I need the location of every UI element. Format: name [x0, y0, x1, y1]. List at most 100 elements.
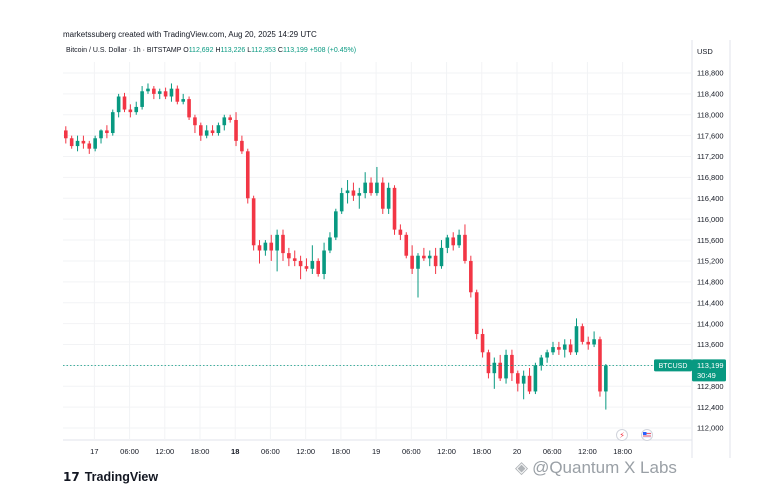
candle-body — [351, 190, 356, 196]
chart-attribution: marketssuberg created with TradingView.c… — [63, 30, 317, 39]
candle-body — [128, 109, 133, 113]
y-tick-label: 115,200 — [697, 257, 724, 266]
y-tick-label: 114,400 — [697, 298, 724, 307]
y-tick-label: 118,000 — [697, 110, 724, 119]
candle-body — [386, 187, 391, 209]
y-tick-label: 118,800 — [697, 69, 724, 78]
y-tick-label: 112,400 — [697, 403, 724, 412]
us-flag-canton — [643, 432, 647, 435]
symbol-tag — [654, 359, 692, 372]
candle-body — [110, 112, 115, 134]
candle-body — [592, 339, 596, 345]
candle-body — [527, 375, 532, 392]
candle-body — [398, 229, 403, 235]
candle-body — [140, 91, 144, 107]
lightning-event-glyph: ⚡ — [619, 431, 625, 440]
candle-body — [210, 130, 215, 134]
candle-body — [574, 326, 579, 353]
candle-body — [498, 362, 502, 379]
candle-body — [169, 88, 174, 97]
price-tag-countdown: 30:49 — [697, 371, 716, 380]
low-value: 112,353 — [251, 47, 276, 54]
candle-body — [75, 140, 80, 147]
y-tick-label: 116,400 — [697, 194, 724, 203]
high-value: 113,226 — [220, 47, 246, 54]
candle-body — [439, 247, 444, 267]
candle-body — [357, 193, 362, 196]
x-tick-label: 06:00 — [120, 447, 139, 456]
candle-body — [105, 130, 109, 134]
y-tick-label: 112,800 — [697, 382, 724, 391]
candle-body — [451, 237, 456, 246]
candle-body — [316, 260, 321, 274]
candle-body — [445, 237, 450, 248]
candle-body — [240, 140, 244, 152]
candle-body — [310, 260, 315, 269]
candle-body — [93, 138, 97, 149]
candle-body — [504, 354, 508, 379]
candle-body — [392, 187, 397, 230]
candle-body — [222, 117, 227, 126]
y-tick-label: 114,800 — [697, 278, 724, 287]
x-tick-label: 18:00 — [472, 447, 491, 456]
candle-body — [457, 234, 461, 246]
candle-body — [580, 326, 585, 342]
candle-body — [234, 119, 238, 141]
candle-body — [375, 182, 379, 194]
candle-body — [562, 344, 567, 350]
y-tick-label: 117,200 — [697, 152, 724, 161]
candle-body — [187, 99, 191, 118]
candle-body — [157, 91, 162, 94]
currency-label[interactable]: USD — [697, 47, 713, 56]
candle-body — [116, 96, 121, 113]
y-tick-label: 114,000 — [697, 319, 724, 328]
candle-body — [463, 234, 467, 261]
candle-body — [134, 106, 139, 113]
candle-body — [175, 88, 180, 102]
y-tick-label: 113,600 — [697, 340, 724, 349]
y-tick-label: 118,400 — [697, 90, 724, 99]
candle-body — [328, 237, 332, 251]
symbol-legend: Bitcoin / U.S. Dollar · 1h · BITSTAMP O1… — [66, 47, 356, 54]
candle-body — [404, 234, 409, 256]
x-tick-label: 18:00 — [191, 447, 210, 456]
price-tag-value: 113,199 — [697, 361, 724, 370]
candle-body — [568, 344, 573, 353]
candle-body — [369, 182, 373, 194]
candle-body — [545, 352, 549, 358]
candle-body — [322, 250, 326, 274]
candle-body — [292, 258, 297, 261]
candle-body — [480, 334, 485, 353]
candle-body — [557, 347, 561, 350]
tradingview-logo[interactable]: 17 TradingView — [63, 470, 158, 484]
candle-body — [474, 292, 479, 335]
y-tick-label: 112,000 — [697, 424, 724, 433]
candle-body — [304, 266, 309, 269]
candle-body — [433, 255, 438, 267]
candle-body — [380, 182, 385, 209]
candle-body — [363, 182, 367, 194]
x-tick-label: 19 — [372, 447, 380, 456]
y-tick-label: 115,600 — [697, 236, 724, 245]
diamond-logo-icon: ◈ — [515, 458, 529, 477]
x-tick-label: 12:00 — [296, 447, 315, 456]
open-label: O — [183, 47, 189, 54]
watermark-text: @Quantum X Labs — [532, 458, 677, 477]
candle-body — [339, 193, 344, 212]
x-tick-label: 12:00 — [578, 447, 597, 456]
x-tick-label: 17 — [90, 447, 98, 456]
candle-body — [146, 88, 150, 92]
candle-body — [204, 130, 209, 136]
candle-body — [287, 253, 291, 259]
candle-body — [298, 260, 303, 267]
x-tick-label: 18 — [231, 447, 239, 456]
x-tick-label: 18:00 — [331, 447, 350, 456]
symbol-tag-text: BTCUSD — [659, 363, 688, 370]
candle-body — [163, 91, 168, 97]
candle-body — [539, 357, 544, 366]
x-tick-label: 12:00 — [155, 447, 174, 456]
candle-body — [193, 117, 197, 126]
candle-body — [334, 211, 338, 238]
watermark: ◈ @Quantum X Labs — [515, 458, 677, 478]
